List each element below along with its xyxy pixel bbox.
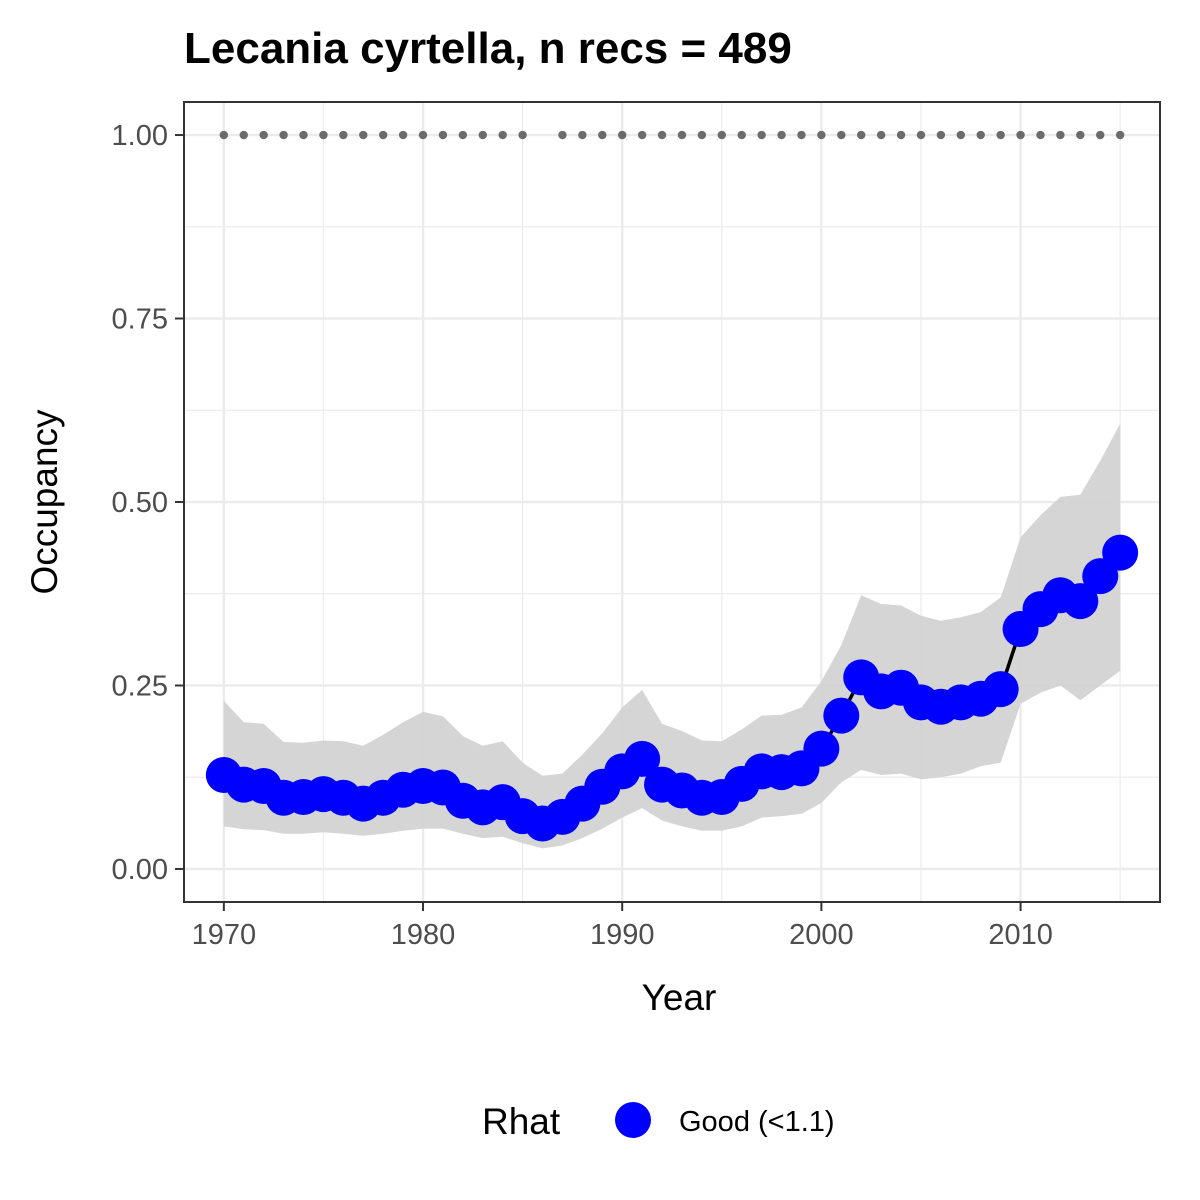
record-dot — [657, 130, 667, 140]
occupancy-point — [823, 697, 860, 734]
x-axis: 1970 1980 1990 2000 2010 — [192, 902, 1053, 951]
record-dot — [1036, 130, 1045, 140]
legend-key-point — [615, 1102, 651, 1138]
record-dot — [598, 130, 607, 140]
occupancy-points — [205, 534, 1139, 842]
record-dot — [319, 130, 328, 140]
y-tick-label: 0.25 — [112, 670, 168, 702]
y-axis: 0.00 0.25 0.50 0.75 1.00 — [112, 120, 184, 886]
record-dot — [279, 130, 288, 140]
record-dot — [418, 130, 428, 140]
record-dot — [876, 130, 886, 140]
record-dot — [458, 130, 468, 140]
x-tick-label: 1980 — [391, 919, 456, 951]
record-dot — [1076, 130, 1085, 140]
record-dot — [896, 130, 906, 140]
ribbon-area — [223, 423, 1121, 849]
record-dot — [438, 130, 448, 140]
record-dot — [478, 130, 487, 140]
record-dot — [498, 130, 507, 140]
record-dot — [857, 130, 866, 140]
record-dots — [219, 130, 1125, 140]
record-dot — [618, 130, 627, 140]
record-dot — [339, 130, 348, 140]
record-dot — [398, 130, 408, 140]
occupancy-point — [1082, 558, 1119, 595]
occupancy-point — [982, 671, 1019, 708]
record-dot — [677, 130, 687, 140]
y-tick-label: 1.00 — [112, 120, 168, 152]
x-tick-label: 2010 — [988, 919, 1053, 951]
x-axis-title: Year — [642, 977, 717, 1018]
y-axis-title: Occupancy — [24, 409, 65, 595]
record-dot — [239, 130, 248, 140]
occupancy-point — [1062, 583, 1099, 620]
record-dot — [378, 130, 388, 140]
legend-title: Rhat — [482, 1101, 561, 1142]
record-dot — [717, 130, 726, 140]
record-dot — [259, 130, 268, 140]
occupancy-point — [1102, 534, 1139, 571]
record-dot — [1096, 130, 1105, 140]
record-dot — [976, 130, 985, 140]
record-dot — [837, 130, 846, 140]
y-tick-label: 0.75 — [112, 304, 168, 336]
record-dot — [697, 130, 707, 140]
record-dot — [1115, 130, 1125, 140]
record-dot — [558, 130, 567, 140]
y-tick-label: 0.00 — [112, 854, 168, 886]
confidence-ribbon — [223, 423, 1121, 849]
record-dot — [956, 130, 966, 140]
record-dot — [757, 130, 766, 140]
record-dot — [916, 130, 926, 140]
occupancy-point — [624, 740, 661, 777]
x-tick-label: 1970 — [192, 919, 257, 951]
legend: Rhat Good (<1.1) — [482, 1101, 835, 1142]
x-tick-label: 1990 — [590, 919, 655, 951]
y-tick-label: 0.50 — [112, 487, 168, 519]
plot-panel — [183, 101, 1161, 903]
record-dot — [777, 130, 786, 140]
legend-label-good: Good (<1.1) — [679, 1106, 835, 1138]
record-dot — [359, 130, 368, 140]
x-tick-label: 2000 — [789, 919, 854, 951]
record-dot — [578, 130, 587, 140]
chart-title: Lecania cyrtella, n recs = 489 — [184, 24, 792, 73]
record-dot — [936, 130, 946, 140]
record-dot — [219, 130, 229, 140]
record-dot — [797, 130, 806, 140]
record-dot — [817, 130, 826, 140]
record-dot — [1016, 130, 1025, 140]
record-dot — [299, 130, 308, 140]
record-dot — [1056, 130, 1065, 140]
occupancy-point — [803, 730, 840, 767]
record-dot — [637, 130, 647, 140]
record-dot — [737, 130, 746, 140]
record-dot — [518, 130, 527, 140]
record-dot — [996, 130, 1005, 140]
